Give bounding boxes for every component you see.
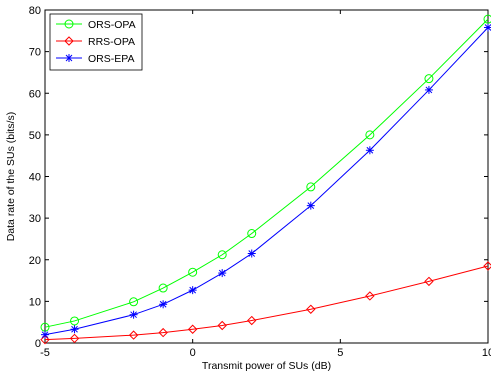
data-point-ors-epa [70, 325, 79, 334]
star-stroke [41, 331, 49, 339]
legend-item-ors-opa: ORS-OPA [56, 19, 136, 31]
legend: ORS-OPA RRS-OPA ORS-EPA [49, 13, 143, 71]
data-point-ors-epa [247, 249, 256, 258]
y-tick-label: 40 [29, 172, 41, 184]
data-point-ors-opa [483, 14, 491, 24]
data-point-rrs-opa [40, 334, 50, 345]
data-point-ors-epa [129, 310, 138, 319]
y-tick-label: 60 [29, 88, 41, 100]
data-point-ors-opa [70, 316, 80, 326]
legend-marker [64, 36, 74, 46]
data-point-rrs-opa [424, 276, 434, 287]
data-point-ors-opa [217, 250, 227, 260]
data-point-ors-epa [188, 286, 197, 295]
x-tick-label: -5 [40, 347, 50, 359]
data-point-ors-epa [218, 269, 227, 278]
y-tick-label: 30 [29, 213, 41, 225]
legend-marker [65, 54, 73, 62]
y-tick-label: 10 [29, 296, 41, 308]
data-point-ors-epa [41, 330, 49, 339]
data-point-ors-opa [365, 130, 375, 140]
data-point-ors-opa [158, 283, 168, 293]
legend-label: ORS-OPA [88, 19, 136, 31]
star-stroke [71, 325, 78, 333]
series-ors-epa [41, 23, 491, 339]
star-stroke [65, 54, 73, 62]
data-point-rrs-opa [365, 291, 375, 301]
data-point-ors-epa [306, 201, 315, 210]
series-ors-opa [40, 14, 491, 332]
data-point-ors-epa [159, 300, 168, 309]
legend-label: ORS-EPA [88, 53, 134, 65]
star-stroke [248, 250, 256, 257]
star-stroke [425, 86, 433, 94]
y-tick-label: 0 [35, 338, 41, 350]
legend-label: RRS-OPA [88, 36, 135, 48]
star-stroke [484, 24, 491, 31]
series-line-rrs-opa [44, 265, 489, 341]
series-line-ors-opa [44, 18, 489, 328]
data-point-ors-opa [129, 297, 139, 307]
data-point-ors-opa [188, 267, 198, 277]
y-tick-label: 70 [29, 47, 41, 59]
data-point-ors-epa [484, 23, 491, 32]
x-tick-label: 0 [190, 347, 196, 359]
data-point-rrs-opa [247, 315, 257, 326]
star-stroke [130, 311, 137, 319]
legend-marker [64, 19, 74, 29]
star-stroke [366, 146, 374, 154]
x-axis-title: Transmit power of SUs (dB) [202, 360, 331, 372]
data-point-ors-epa [365, 146, 374, 155]
data-point-rrs-opa [128, 330, 139, 340]
legend-item-ors-epa: ORS-EPA [56, 53, 134, 65]
data-point-ors-epa [424, 85, 433, 94]
data-point-ors-opa [247, 229, 257, 239]
data-point-rrs-opa [217, 320, 227, 331]
x-tick-label: 10 [482, 347, 491, 359]
y-tick-label: 20 [29, 255, 41, 267]
star-stroke [307, 202, 315, 209]
legend-item-rrs-opa: RRS-OPA [56, 36, 135, 48]
data-point-rrs-opa [158, 327, 168, 338]
y-axis-title: Data rate of the SUs (bits/s) [5, 112, 17, 242]
data-point-ors-opa [306, 182, 316, 192]
series-layer [40, 14, 491, 345]
data-point-ors-opa [424, 74, 434, 84]
data-point-rrs-opa [69, 333, 80, 344]
data-point-rrs-opa [306, 304, 316, 314]
star-stroke [159, 300, 167, 308]
axis-ticks: -5051001020304050607080 [29, 5, 491, 359]
data-point-rrs-opa [187, 324, 198, 334]
series-rrs-opa [40, 261, 491, 345]
star-stroke [218, 269, 226, 277]
x-tick-label: 5 [337, 347, 343, 359]
star-stroke [189, 286, 197, 294]
y-tick-label: 80 [29, 5, 41, 17]
y-tick-label: 50 [29, 130, 41, 142]
